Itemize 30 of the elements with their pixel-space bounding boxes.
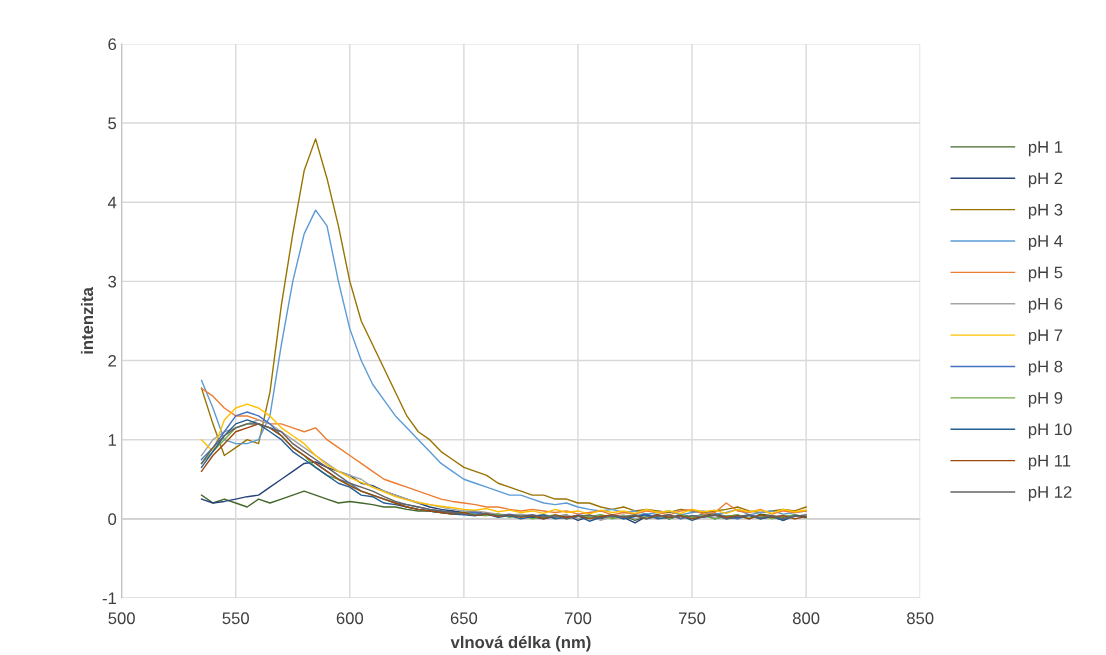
y-tick-label: 5 [108,117,117,130]
y-tick-label: 2 [108,354,116,367]
x-axis-title: vlnová délka (nm) [450,635,591,652]
x-tick-label: 550 [222,612,249,625]
legend-label: pH 1 [1028,141,1063,157]
y-axis-title: intenzita [80,287,94,354]
y-tick-label: 4 [107,196,117,209]
x-tick-label: 750 [678,612,706,625]
legend-label: pH 3 [1028,203,1063,219]
x-tick-label: 700 [564,612,592,625]
x-tick-label: 650 [450,612,478,625]
x-tick-label: 800 [792,612,820,625]
legend-label: pH 6 [1028,297,1063,314]
legend-label: pH 9 [1028,392,1063,408]
legend-label: pH 11 [1028,454,1071,470]
legend-label: pH 2 [1028,172,1063,188]
y-tick-label: 3 [108,275,117,288]
legend-label: pH 10 [1028,423,1072,439]
legend-label: pH 12 [1028,486,1072,502]
legend-label: pH 7 [1028,329,1063,345]
legend-label: pH 5 [1028,266,1063,282]
y-tick-label: 1 [108,434,116,446]
legend-label: pH 4 [1028,235,1063,251]
legend-label: pH 8 [1028,360,1063,376]
x-tick-label: 500 [108,612,135,625]
x-tick-label: 850 [907,612,934,625]
y-tick-label: 6 [108,38,117,51]
y-tick-label: -1 [102,592,116,605]
y-tick-label: 0 [108,513,117,526]
x-tick-label: 600 [336,612,364,625]
